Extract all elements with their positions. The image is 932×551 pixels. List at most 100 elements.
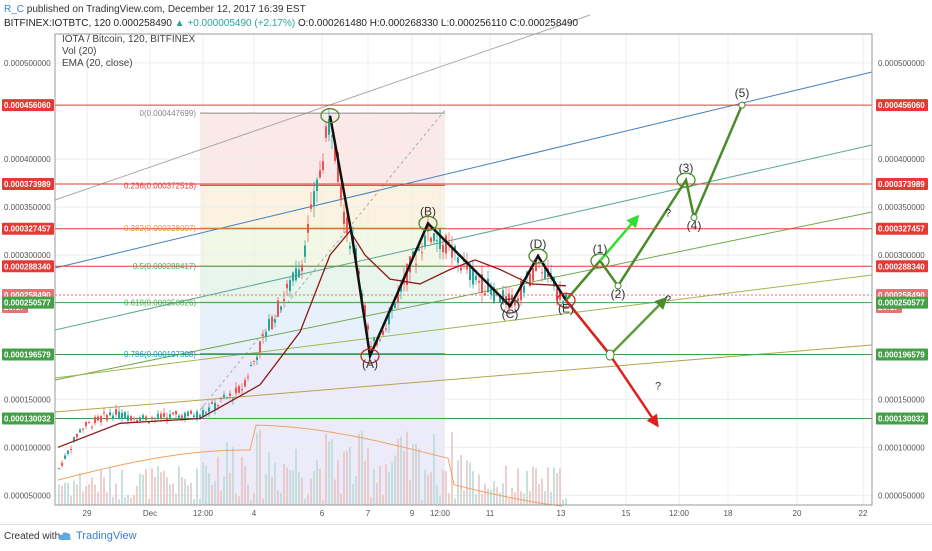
price-badge-text: 0.000456060: [4, 101, 51, 110]
x-tick-label: 12:00: [430, 509, 451, 518]
candle: [412, 251, 414, 258]
candle: [511, 295, 513, 300]
volume-bar: [67, 482, 69, 505]
volume-bar: [475, 493, 477, 505]
legend-ema[interactable]: EMA (20, close): [62, 58, 133, 69]
candle: [541, 272, 543, 274]
candle: [301, 264, 303, 272]
volume-bar: [280, 492, 282, 505]
volume-bar: [409, 480, 411, 505]
volume-bar: [337, 460, 339, 505]
badge-right: 0.000456060: [876, 99, 928, 112]
badge-right: 0.000373989: [876, 177, 928, 190]
candle: [343, 211, 345, 225]
volume-bar: [124, 497, 126, 505]
question-mark: ?: [655, 381, 661, 393]
volume-bar: [502, 483, 504, 505]
badge-left: 0.000327457: [2, 222, 54, 235]
candle: [175, 411, 177, 415]
candle: [529, 273, 531, 287]
candle: [100, 416, 102, 423]
volume-bar: [322, 499, 324, 505]
volume-bar: [448, 493, 450, 505]
volume-bar: [160, 472, 162, 505]
price-badge-bg: [2, 412, 54, 425]
y-tick-label-left: 0.000500000: [4, 59, 51, 68]
pivot-circle: [676, 172, 696, 188]
legend-title[interactable]: IOTA / Bitcoin, 120, BITFINEX: [62, 34, 196, 45]
created-with-text: Created with: [4, 531, 61, 542]
tradingview-logo[interactable]: TradingView: [76, 530, 137, 542]
volume-bar: [274, 463, 276, 505]
volume-bar: [226, 442, 228, 505]
candle: [364, 305, 366, 316]
volume-bar: [136, 485, 138, 505]
price-badge-text: 0.000258490: [4, 291, 51, 300]
candle: [229, 393, 231, 396]
volume-bar: [415, 443, 417, 505]
candle: [214, 402, 216, 410]
candle: [94, 416, 96, 424]
volume-bar: [340, 493, 342, 505]
legend-volume[interactable]: Vol (20): [62, 46, 97, 57]
y-tick-label-left: 0.000150000: [4, 395, 51, 404]
candle: [289, 280, 291, 291]
x-tick-label: 12:00: [669, 509, 690, 518]
candle: [265, 331, 267, 337]
candle: [292, 272, 294, 281]
volume-bar: [88, 484, 90, 505]
wave-label: (B): [420, 204, 436, 218]
price-badge-text: 0.000130032: [4, 414, 51, 423]
price-change: ▲ +0.000005490 (+2.17%): [174, 18, 296, 29]
pivot-dot: [605, 349, 615, 361]
volume-bar: [508, 497, 510, 505]
volume-bar: [178, 466, 180, 505]
volume-bar: [154, 476, 156, 505]
bearish-arrow-1: [565, 299, 609, 353]
volume-bar: [355, 476, 357, 505]
candle: [283, 299, 285, 302]
volume-bar: [133, 495, 135, 505]
volume-bar: [163, 470, 165, 505]
badge-right: 0.000196579: [876, 348, 928, 361]
volume-bar: [166, 477, 168, 505]
y-tick-label-left: 0.000050000: [4, 491, 51, 500]
wave-label: (1): [593, 242, 608, 256]
candle: [388, 314, 390, 325]
volume-bar: [451, 432, 453, 505]
candle: [223, 394, 225, 398]
candle: [340, 186, 342, 201]
candle: [376, 341, 378, 346]
candle: [139, 417, 141, 422]
volume-bar: [187, 485, 189, 505]
volume-bar: [538, 483, 540, 505]
candle: [280, 306, 282, 310]
candle: [145, 416, 147, 421]
publish-info: R_C published on TradingView.com, Decemb…: [4, 4, 306, 15]
volume-bar: [463, 490, 465, 505]
candle: [472, 269, 474, 285]
symbol-name[interactable]: BITFINEX:IOTBTC, 120: [4, 18, 111, 29]
candle: [121, 412, 123, 419]
badge-left: 0.000196579: [2, 348, 54, 361]
volume-bar: [457, 460, 459, 505]
author-link[interactable]: R_C: [4, 4, 25, 15]
volume-bar: [400, 436, 402, 505]
volume-bar: [517, 468, 519, 505]
candle: [310, 204, 312, 209]
y-tick-label-right: 0.000100000: [878, 443, 925, 452]
candle: [112, 415, 114, 420]
candle: [256, 356, 258, 361]
candle: [172, 412, 174, 415]
volume-bar: [487, 488, 489, 505]
price-badge-text: 0.000327457: [878, 225, 925, 234]
volume-bar: [424, 469, 426, 505]
candle: [115, 409, 117, 415]
candle: [154, 417, 156, 419]
volume-bar: [70, 495, 72, 505]
last-price: 0.000258490: [113, 18, 172, 29]
candle: [58, 468, 60, 470]
price-badge-text: 0.000196579: [4, 350, 51, 359]
candle: [133, 417, 135, 420]
